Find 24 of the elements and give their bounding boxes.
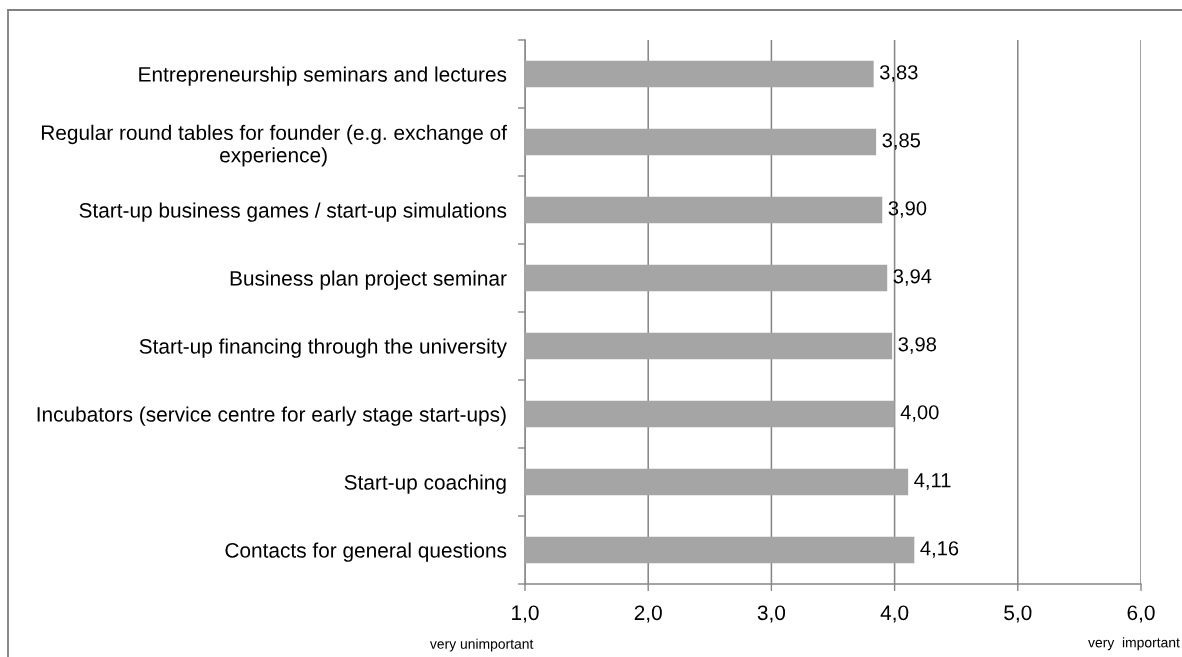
x-tick-label: 2,0 <box>634 605 662 623</box>
y-tick-label: Business plan project seminar <box>230 270 507 290</box>
x-tick-label: 4,0 <box>880 605 909 623</box>
x-tick-label: 5,0 <box>1004 605 1032 623</box>
data-label: 4,16 <box>920 541 959 558</box>
data-label: 3,83 <box>879 65 918 82</box>
y-tick-label: Start-up coaching <box>344 474 506 494</box>
y-tick-label: Contacts for general questions <box>225 542 507 562</box>
data-label: 3,90 <box>888 201 927 218</box>
data-label: 3,94 <box>893 269 932 286</box>
x-tick-label: 6,0 <box>1127 605 1155 623</box>
text: very important <box>1088 637 1180 651</box>
text: very unimportant <box>429 638 534 652</box>
y-tick-label: Start-up business games / start-up simulations <box>79 202 507 222</box>
y-tick-label: Incubators (service centre for early stage start-ups) <box>37 406 506 426</box>
data-label: 3,98 <box>898 337 937 354</box>
x-tick-label: 3,0 <box>757 605 786 623</box>
y-tick-label: Entrepreneurship seminars and lectures <box>139 66 507 86</box>
y-tick-label: Start-up financing through the university <box>139 338 507 358</box>
data-label: 4,11 <box>914 473 951 490</box>
x-tick-label: 1,0 <box>512 605 539 623</box>
data-label: 3,85 <box>882 133 921 150</box>
y-tick-label: Regular round tables for founder (e.g. exchange of experience) <box>41 124 508 167</box>
data-label: 4,00 <box>900 405 939 422</box>
